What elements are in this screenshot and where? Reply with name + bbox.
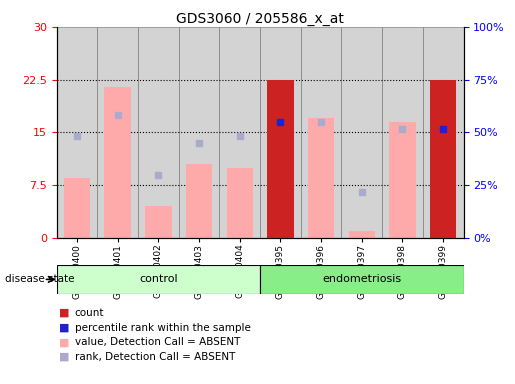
- Text: control: control: [139, 274, 178, 285]
- FancyBboxPatch shape: [382, 27, 423, 238]
- FancyBboxPatch shape: [301, 27, 341, 238]
- Text: ■: ■: [59, 337, 70, 347]
- Text: rank, Detection Call = ABSENT: rank, Detection Call = ABSENT: [75, 352, 235, 362]
- FancyBboxPatch shape: [260, 27, 301, 238]
- Text: ■: ■: [59, 308, 70, 318]
- FancyBboxPatch shape: [138, 27, 179, 238]
- Bar: [145, 207, 171, 238]
- FancyBboxPatch shape: [219, 27, 260, 238]
- Text: ■: ■: [59, 352, 70, 362]
- Text: percentile rank within the sample: percentile rank within the sample: [75, 323, 251, 333]
- Bar: [430, 80, 456, 238]
- Bar: [57, 265, 260, 294]
- Text: ■: ■: [59, 323, 70, 333]
- Text: disease state: disease state: [5, 274, 75, 285]
- Bar: [267, 80, 294, 238]
- FancyBboxPatch shape: [179, 27, 219, 238]
- Bar: [227, 168, 253, 238]
- Bar: [105, 87, 131, 238]
- Bar: [186, 164, 212, 238]
- FancyBboxPatch shape: [341, 27, 382, 238]
- FancyBboxPatch shape: [57, 27, 97, 238]
- Text: value, Detection Call = ABSENT: value, Detection Call = ABSENT: [75, 337, 240, 347]
- Text: count: count: [75, 308, 104, 318]
- Bar: [308, 118, 334, 238]
- Bar: [349, 231, 375, 238]
- Bar: [260, 265, 464, 294]
- Title: GDS3060 / 205586_x_at: GDS3060 / 205586_x_at: [176, 12, 344, 26]
- Bar: [389, 122, 416, 238]
- FancyBboxPatch shape: [97, 27, 138, 238]
- Bar: [64, 178, 90, 238]
- Text: endometriosis: endometriosis: [322, 274, 401, 285]
- FancyBboxPatch shape: [423, 27, 464, 238]
